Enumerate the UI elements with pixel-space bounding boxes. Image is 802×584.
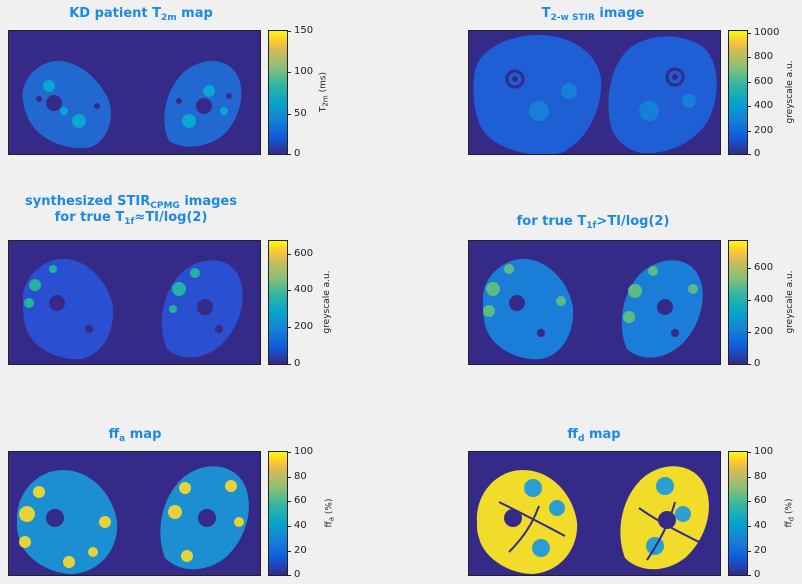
cbar-tick: 200 — [286, 321, 314, 332]
colorbar-synth-2 — [728, 240, 748, 365]
colorbar-label-synth-1: greyscale a.u. — [322, 270, 332, 334]
cbar-tick: 200 — [746, 326, 774, 337]
right-thigh-crosssection — [608, 36, 717, 154]
cbar-tick: 600 — [286, 248, 314, 259]
stir-image — [468, 30, 721, 155]
cbar-tick: 20 — [747, 545, 767, 556]
ffa-map-image — [8, 451, 261, 576]
cbar-tick: 0 — [286, 148, 301, 159]
cbar-tick: 20 — [287, 545, 307, 556]
cbar-tick: 100 — [286, 66, 314, 77]
colorbar-ffa — [268, 451, 288, 576]
panel-title-ffa-map: ffa map — [108, 427, 162, 444]
cbar-tick: 0 — [746, 148, 761, 159]
ffd-map-image — [468, 451, 721, 576]
cbar-tick: 400 — [746, 100, 774, 111]
cbar-tick: 800 — [746, 51, 774, 62]
cbar-tick: 50 — [287, 108, 307, 119]
cbar-tick: 600 — [746, 76, 774, 87]
colorbar-label-stir: greyscale a.u. — [785, 60, 795, 124]
panel-title-synthesized-stir: synthesized STIRCPMG images for true T1f… — [25, 194, 237, 228]
cbar-tick: 400 — [286, 284, 314, 295]
colorbar-t2m — [268, 30, 288, 155]
cbar-tick: 80 — [287, 471, 307, 482]
cbar-tick: 600 — [746, 262, 774, 273]
left-thigh-crosssection — [482, 258, 574, 360]
cbar-tick: 40 — [287, 520, 307, 531]
cbar-tick: 100 — [286, 446, 314, 457]
colorbar-synth-1 — [268, 240, 288, 365]
left-thigh-crosssection — [476, 470, 578, 574]
t2m-map-image — [8, 30, 261, 155]
cbar-tick: 100 — [746, 446, 774, 457]
cbar-tick: 150 — [286, 25, 314, 36]
colorbar-label-t2m: T2m (ms) — [318, 71, 330, 113]
colorbar-label-ffd: ffd (%) — [784, 498, 796, 528]
panel-title-t1f-greater: for true T1f>TI/log(2) — [516, 214, 670, 231]
left-thigh-crosssection — [22, 258, 114, 360]
colorbar-label-ffa: ffa (%) — [324, 498, 336, 528]
panel-title-stir-image: T2-w STIR image — [541, 6, 645, 23]
cbar-tick: 0 — [286, 358, 301, 369]
cbar-tick: 1000 — [746, 27, 780, 38]
cbar-tick: 60 — [287, 495, 307, 506]
panel-title-t2m-map: KD patient T2m map — [69, 6, 213, 23]
cbar-tick: 40 — [747, 520, 767, 531]
colorbar-label-synth-2: greyscale a.u. — [785, 270, 795, 334]
cbar-tick: 200 — [746, 125, 774, 136]
synth-stir-image-2 — [468, 240, 721, 365]
synth-stir-image-1 — [8, 240, 261, 365]
left-thigh-crosssection — [473, 35, 602, 154]
cbar-tick: 0 — [286, 569, 301, 580]
cbar-tick: 0 — [746, 569, 761, 580]
cbar-tick: 400 — [746, 294, 774, 305]
cbar-tick: 60 — [747, 495, 767, 506]
panel-title-ffd-map: ffd map — [567, 427, 621, 444]
cbar-tick: 80 — [747, 471, 767, 482]
cbar-tick: 0 — [746, 358, 761, 369]
colorbar-ffd — [728, 451, 748, 576]
colorbar-stir — [728, 30, 748, 155]
